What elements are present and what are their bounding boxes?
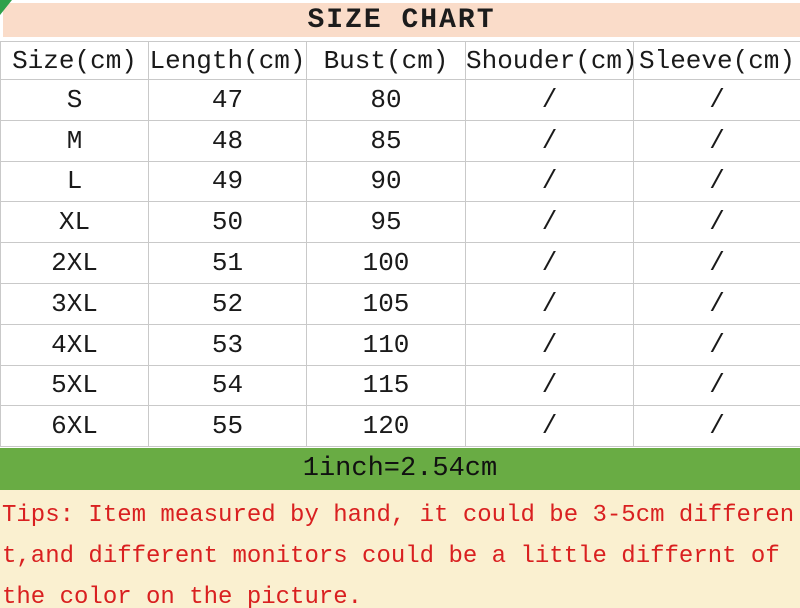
- size-chart-table: Size(cm) Length(cm) Bust(cm) Shouder(cm) Sle…: [0, 41, 800, 448]
- table-cell: /: [465, 160, 634, 203]
- table-row: 2XL 51 100//: [0, 242, 800, 284]
- table-cell: /: [633, 119, 800, 162]
- table-cell: 51: [148, 242, 307, 284]
- table-cell: 50: [148, 201, 307, 244]
- table-cell: L: [0, 160, 149, 203]
- table-row: 5XL 54 115//: [0, 364, 800, 407]
- table-cell: /: [465, 364, 634, 407]
- table-cell: /: [465, 323, 634, 366]
- tips-line: Tips: Item measured by hand, it could be…: [2, 502, 795, 529]
- column-header: Length(cm): [148, 41, 307, 80]
- table-cell: 115: [306, 364, 466, 407]
- table-row: 6XL 55 120//: [0, 405, 800, 448]
- table-cell: /: [633, 364, 800, 407]
- table-cell: S: [0, 79, 149, 121]
- column-header: Bust(cm): [306, 41, 466, 80]
- conversion-note: 1inch=2.54cm: [302, 454, 498, 484]
- table-cell: 4XL: [0, 323, 149, 366]
- table-cell: /: [465, 242, 634, 284]
- table-cell: /: [633, 282, 800, 325]
- table-cell: 100: [306, 242, 466, 284]
- table-cell: 2XL: [0, 242, 149, 284]
- table-cell: 5XL: [0, 364, 149, 407]
- column-header: Size(cm): [0, 41, 149, 80]
- table-cell: 3XL: [0, 282, 149, 325]
- title-band: SIZE CHART: [3, 3, 800, 37]
- table-cell: 49: [148, 160, 307, 203]
- table-cell: /: [633, 201, 800, 244]
- table-cell: 54: [148, 364, 307, 407]
- table-cell: /: [633, 79, 800, 121]
- table-cell: /: [465, 282, 634, 325]
- table-cell: 110: [306, 323, 466, 366]
- table-cell: 55: [148, 405, 307, 448]
- table-cell: /: [633, 160, 800, 203]
- table-cell: /: [465, 405, 634, 448]
- table-cell: 80: [306, 79, 466, 121]
- table-header-row: Size(cm) Length(cm) Bust(cm) Shouder(cm) Sle…: [0, 41, 800, 80]
- table-cell: 53: [148, 323, 307, 366]
- column-header: Sleeve(cm): [633, 41, 800, 80]
- tips-area: Tips: Item measured by hand, it could be…: [0, 490, 800, 608]
- table-cell: /: [633, 242, 800, 284]
- corner-decoration-icon: [0, 0, 12, 15]
- table-cell: 47: [148, 79, 307, 121]
- table-cell: /: [465, 79, 634, 121]
- table-row: XL 50 95//: [0, 201, 800, 244]
- table-cell: 95: [306, 201, 466, 244]
- table-cell: 120: [306, 405, 466, 448]
- table-cell: 48: [148, 119, 307, 162]
- table-cell: 52: [148, 282, 307, 325]
- page-title: SIZE CHART: [307, 5, 496, 36]
- table-row: L 49 90//: [0, 160, 800, 203]
- column-header: Shouder(cm): [465, 41, 634, 80]
- table-row: M 48 85//: [0, 119, 800, 162]
- table-cell: 85: [306, 119, 466, 162]
- tips-line: the color on the picture.: [2, 584, 363, 608]
- table-row: 4XL 53 110//: [0, 323, 800, 366]
- table-cell: /: [465, 119, 634, 162]
- table-row: S 47 80//: [0, 79, 800, 121]
- table-cell: /: [465, 201, 634, 244]
- tips-line: t,and different monitors could be a litt…: [2, 543, 780, 570]
- table-cell: 105: [306, 282, 466, 325]
- table-cell: /: [633, 323, 800, 366]
- conversion-banner: 1inch=2.54cm: [0, 448, 800, 490]
- table-row: 3XL 52 105//: [0, 282, 800, 325]
- table-body: S 47 80// M 48 85// L 49 90// XL 50 95//2XL 51 100//3…: [0, 79, 800, 448]
- table-cell: /: [633, 405, 800, 448]
- table-cell: 90: [306, 160, 466, 203]
- table-cell: 6XL: [0, 405, 149, 448]
- table-cell: M: [0, 119, 149, 162]
- table-cell: XL: [0, 201, 149, 244]
